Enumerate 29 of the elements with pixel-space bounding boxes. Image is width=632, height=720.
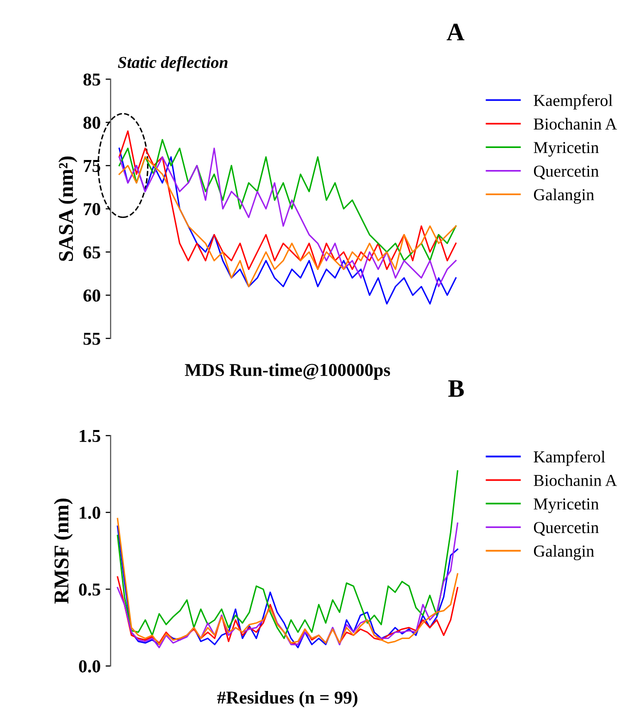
legend-label: Quercetin bbox=[534, 166, 599, 180]
y-axis-title: RMSF (nm) bbox=[54, 498, 73, 604]
legend-label: Myricetin bbox=[534, 142, 599, 157]
y-tick-label: 55 bbox=[84, 332, 100, 345]
legend-label: Myricetin bbox=[534, 498, 599, 514]
y-tick-label: 85 bbox=[83, 73, 100, 86]
x-axis-title: MDS Run-time@100000ps bbox=[184, 363, 390, 380]
line-series bbox=[116, 470, 458, 640]
y-tick-label: 1.0 bbox=[80, 506, 100, 519]
legend-label: Quercetin bbox=[534, 522, 599, 536]
x-axis-title: #Residues (n = 99) bbox=[217, 691, 358, 708]
legend-label: Biochanin A bbox=[534, 474, 617, 486]
legend-label: Biochanin A bbox=[534, 118, 617, 130]
y-tick-label: 60 bbox=[83, 289, 100, 302]
y-tick-label: 0.0 bbox=[78, 660, 100, 673]
text: Static deflection bbox=[118, 56, 228, 72]
chart-title: B bbox=[448, 380, 464, 397]
y-tick-label: 65 bbox=[83, 246, 100, 258]
chart-title: A bbox=[446, 24, 464, 40]
y-tick-label: 70 bbox=[84, 203, 100, 216]
legend-label: Kampferol bbox=[534, 450, 606, 466]
y-axis-title: SASA (nm²) bbox=[58, 156, 78, 261]
legend-label: Galangin bbox=[534, 188, 594, 204]
y-tick-label: 75 bbox=[84, 160, 100, 172]
y-tick-label: 80 bbox=[83, 116, 100, 129]
y-tick-label: 0.5 bbox=[78, 583, 100, 596]
legend-label: Galangin bbox=[534, 545, 594, 560]
y-tick-label: 1.5 bbox=[80, 430, 100, 442]
legend-label: Kaempferol bbox=[534, 94, 613, 110]
